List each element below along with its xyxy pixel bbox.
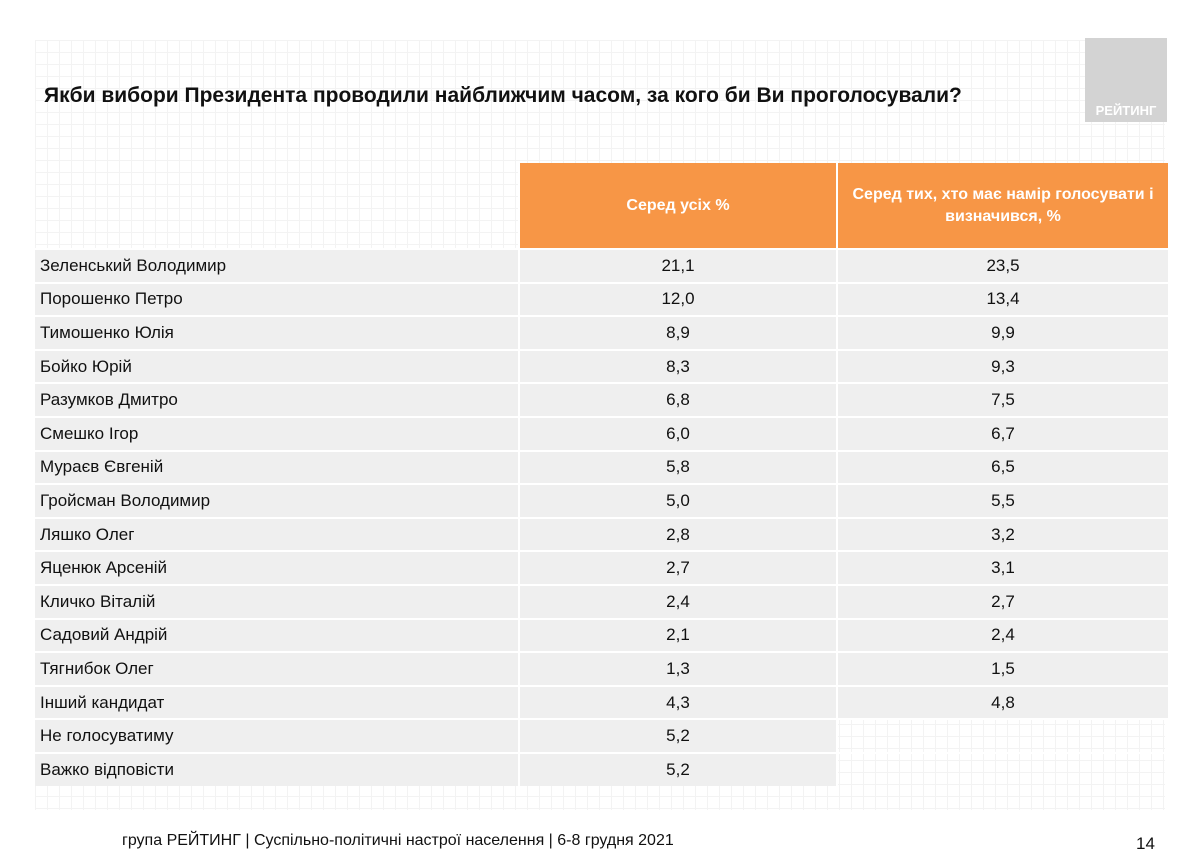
candidate-name: Мураєв Євгеній bbox=[35, 449, 518, 484]
candidate-name: Тягнибок Олег bbox=[35, 651, 518, 685]
header-blank bbox=[35, 163, 518, 248]
table-row: Тягнибок Олег 1,3 1,5 bbox=[35, 651, 1168, 685]
value-decided: 1,5 bbox=[836, 651, 1168, 685]
candidate-name: Не голосуватиму bbox=[35, 718, 518, 752]
candidate-name: Зеленський Володимир bbox=[35, 248, 518, 282]
value-all: 6,8 bbox=[518, 382, 836, 416]
table-row: Тимошенко Юлія 8,9 9,9 bbox=[35, 315, 1168, 349]
footer-text: група РЕЙТИНГ | Суспільно-політичні наст… bbox=[122, 832, 674, 849]
value-all: 2,7 bbox=[518, 550, 836, 584]
table-row: Смешко Ігор 6,0 6,7 bbox=[35, 415, 1168, 450]
candidate-name: Садовий Андрій bbox=[35, 617, 518, 652]
value-all: 2,8 bbox=[518, 516, 836, 551]
table-row: Зеленський Володимир 21,1 23,5 bbox=[35, 248, 1168, 282]
value-decided: 3,1 bbox=[836, 550, 1168, 584]
value-decided: 4,8 bbox=[836, 684, 1168, 719]
value-all: 5,2 bbox=[518, 751, 836, 786]
value-all: 5,0 bbox=[518, 483, 836, 517]
value-decided: 9,3 bbox=[836, 348, 1168, 383]
table-row: Мураєв Євгеній 5,8 6,5 bbox=[35, 449, 1168, 484]
table-row: Інший кандидат 4,3 4,8 bbox=[35, 684, 1168, 719]
value-all: 12,0 bbox=[518, 281, 836, 316]
candidate-name: Важко відповісти bbox=[35, 751, 518, 786]
value-decided-empty bbox=[836, 718, 1168, 752]
value-all: 5,8 bbox=[518, 449, 836, 484]
candidate-name: Тимошенко Юлія bbox=[35, 315, 518, 349]
candidate-name: Гройсман Володимир bbox=[35, 483, 518, 517]
candidate-name: Бойко Юрій bbox=[35, 348, 518, 383]
value-decided: 6,5 bbox=[836, 449, 1168, 484]
header-all: Серед усіх % bbox=[518, 163, 836, 248]
value-all: 8,3 bbox=[518, 348, 836, 383]
table-row: Важко відповісти 5,2 bbox=[35, 751, 1168, 786]
table-row: Гройсман Володимир 5,0 5,5 bbox=[35, 483, 1168, 517]
candidate-name: Яценюк Арсеній bbox=[35, 550, 518, 584]
page-number: 14 bbox=[1136, 834, 1155, 853]
table-row: Садовий Андрій 2,1 2,4 bbox=[35, 617, 1168, 652]
rating-logo: РЕЙТИНГ bbox=[1085, 38, 1167, 122]
value-all: 6,0 bbox=[518, 415, 836, 450]
value-decided: 23,5 bbox=[836, 248, 1168, 282]
header-decided: Серед тих, хто має намір голосувати і ви… bbox=[836, 163, 1168, 248]
logo-text: РЕЙТИНГ bbox=[1095, 103, 1157, 118]
table-row: Яценюк Арсеній 2,7 3,1 bbox=[35, 550, 1168, 584]
candidate-name: Порошенко Петро bbox=[35, 281, 518, 316]
value-decided: 7,5 bbox=[836, 382, 1168, 416]
candidate-name: Разумков Дмитро bbox=[35, 382, 518, 416]
table-row: Порошенко Петро 12,0 13,4 bbox=[35, 281, 1168, 316]
candidate-name: Смешко Ігор bbox=[35, 415, 518, 450]
value-decided-empty bbox=[836, 751, 1168, 786]
value-decided: 3,2 bbox=[836, 516, 1168, 551]
value-decided: 2,4 bbox=[836, 617, 1168, 652]
table-row: Ляшко Олег 2,8 3,2 bbox=[35, 516, 1168, 551]
value-all: 5,2 bbox=[518, 718, 836, 752]
value-all: 2,1 bbox=[518, 617, 836, 652]
value-decided: 5,5 bbox=[836, 483, 1168, 517]
value-decided: 2,7 bbox=[836, 583, 1168, 618]
value-decided: 9,9 bbox=[836, 315, 1168, 349]
value-all: 2,4 bbox=[518, 583, 836, 618]
value-decided: 13,4 bbox=[836, 281, 1168, 316]
candidate-name: Інший кандидат bbox=[35, 684, 518, 719]
table-row: Не голосуватиму 5,2 bbox=[35, 718, 1168, 752]
table-row: Кличко Віталій 2,4 2,7 bbox=[35, 583, 1168, 618]
value-all: 8,9 bbox=[518, 315, 836, 349]
value-all: 4,3 bbox=[518, 684, 836, 719]
value-all: 1,3 bbox=[518, 651, 836, 685]
slide-title: Якби вибори Президента проводили найближ… bbox=[44, 84, 962, 107]
results-table: Серед усіх % Серед тих, хто має намір го… bbox=[35, 163, 1168, 786]
candidate-name: Кличко Віталій bbox=[35, 583, 518, 618]
candidate-name: Ляшко Олег bbox=[35, 516, 518, 551]
value-all: 21,1 bbox=[518, 248, 836, 282]
table-row: Бойко Юрій 8,3 9,3 bbox=[35, 348, 1168, 383]
table-row: Разумков Дмитро 6,8 7,5 bbox=[35, 382, 1168, 416]
value-decided: 6,7 bbox=[836, 415, 1168, 450]
